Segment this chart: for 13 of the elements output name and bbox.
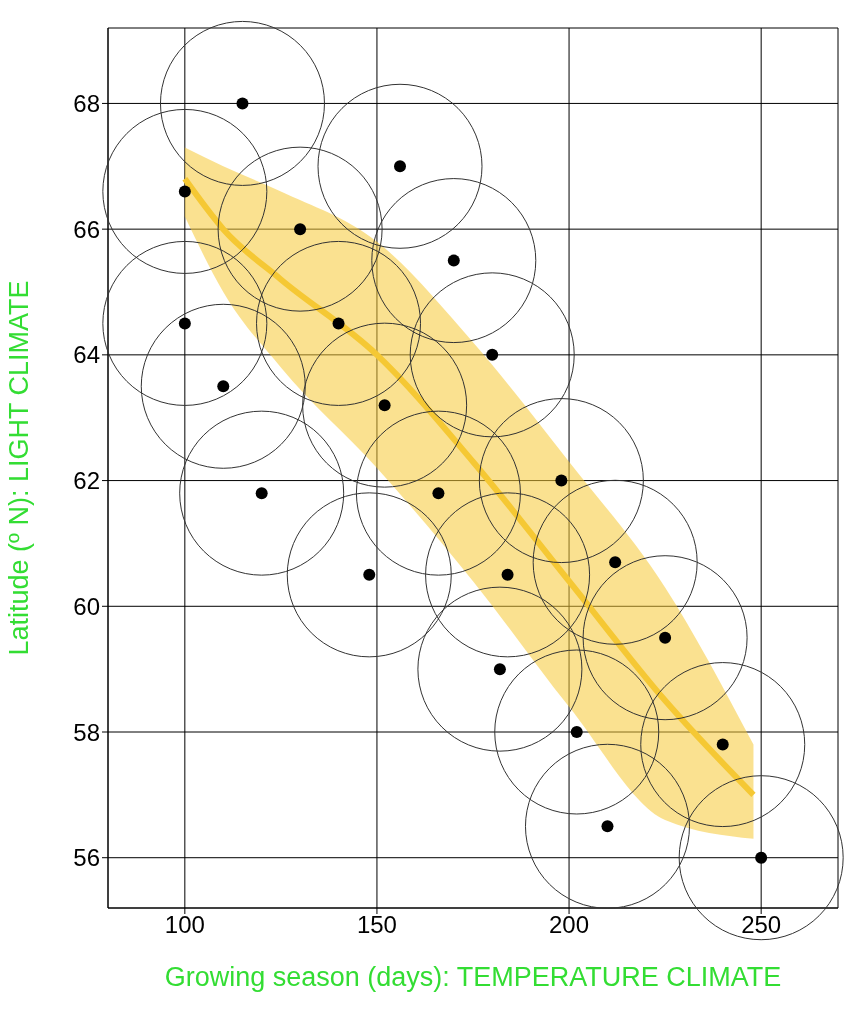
x-axis-title: Growing season (days): TEMPERATURE CLIMATE bbox=[164, 962, 782, 992]
y-tick-label: 58 bbox=[73, 718, 100, 746]
y-tick-label: 62 bbox=[73, 467, 100, 495]
x-tick-label: 250 bbox=[741, 911, 782, 939]
x-tick-label: 100 bbox=[164, 911, 205, 939]
y-tick-label: 64 bbox=[73, 341, 100, 369]
y-tick-label: 56 bbox=[73, 844, 100, 872]
x-tick-label: 200 bbox=[549, 911, 590, 939]
y-tick-label: 66 bbox=[73, 215, 100, 243]
x-tick-label: 150 bbox=[356, 911, 397, 939]
y-axis-title: Latitude (º N): LIGHT CLIMATE bbox=[3, 280, 34, 656]
y-tick-label: 68 bbox=[73, 89, 100, 117]
y-tick-label: 60 bbox=[73, 592, 100, 620]
